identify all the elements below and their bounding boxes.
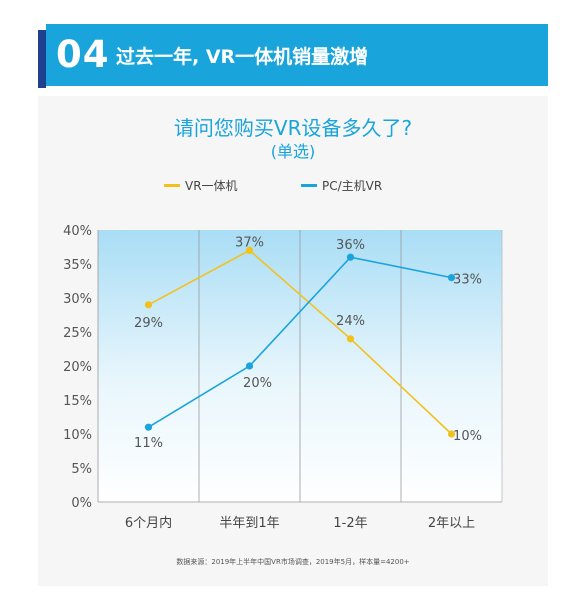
section-number: 04 <box>56 33 110 76</box>
data-label: 24% <box>336 314 365 329</box>
series-line-all-in-one <box>148 249 453 435</box>
x-tick-label: 1-2年 <box>333 516 367 531</box>
data-label: 10% <box>453 429 482 444</box>
y-tick-label: 40% <box>63 224 92 239</box>
data-label: 11% <box>134 436 163 451</box>
legend-label-all-in-one: VR一体机 <box>185 179 238 193</box>
banner-accent <box>38 30 46 88</box>
legend-swatch-pc <box>301 184 317 187</box>
data-point <box>447 430 456 438</box>
section-banner <box>46 24 548 86</box>
chart-title: 请问您购买VR设备多久了? <box>173 116 413 140</box>
source-note: 数据来源：2019年上半年中国VR市场调查，2019年5月，样本量=4200+ <box>176 558 410 566</box>
series-line-pc <box>148 256 452 428</box>
legend-item-all-in-one: VR一体机 <box>164 177 238 194</box>
legend-swatch-all-in-one <box>164 184 180 187</box>
y-tick-label: 30% <box>63 292 92 307</box>
section-title: 过去一年, VR一体机销量激增 <box>116 46 369 68</box>
y-tick-label: 35% <box>63 258 92 273</box>
data-point <box>245 246 254 254</box>
y-tick-label: 5% <box>71 462 92 477</box>
data-point <box>346 335 355 343</box>
x-tick-label: 半年到1年 <box>219 516 279 531</box>
y-tick-label: 25% <box>63 326 92 341</box>
legend-item-pc: PC/主机VR <box>301 177 382 194</box>
y-tick-label: 10% <box>63 428 92 443</box>
y-tick-label: 0% <box>71 496 92 511</box>
data-point <box>144 423 153 431</box>
data-label: 20% <box>243 376 272 391</box>
data-point <box>447 274 456 282</box>
x-tick-label: 2年以上 <box>428 516 475 531</box>
legend-label-pc: PC/主机VR <box>322 179 383 193</box>
y-tick-label: 20% <box>63 360 92 375</box>
data-point <box>144 301 153 309</box>
data-point <box>245 362 254 370</box>
data-label: 36% <box>336 238 365 253</box>
data-point <box>346 253 355 261</box>
data-label: 29% <box>134 316 163 331</box>
data-label: 33% <box>453 273 482 288</box>
x-tick-label: 6个月内 <box>125 515 172 531</box>
data-label: 37% <box>235 235 264 250</box>
y-tick-label: 15% <box>63 394 92 409</box>
chart-subtitle: (单选) <box>270 142 316 161</box>
